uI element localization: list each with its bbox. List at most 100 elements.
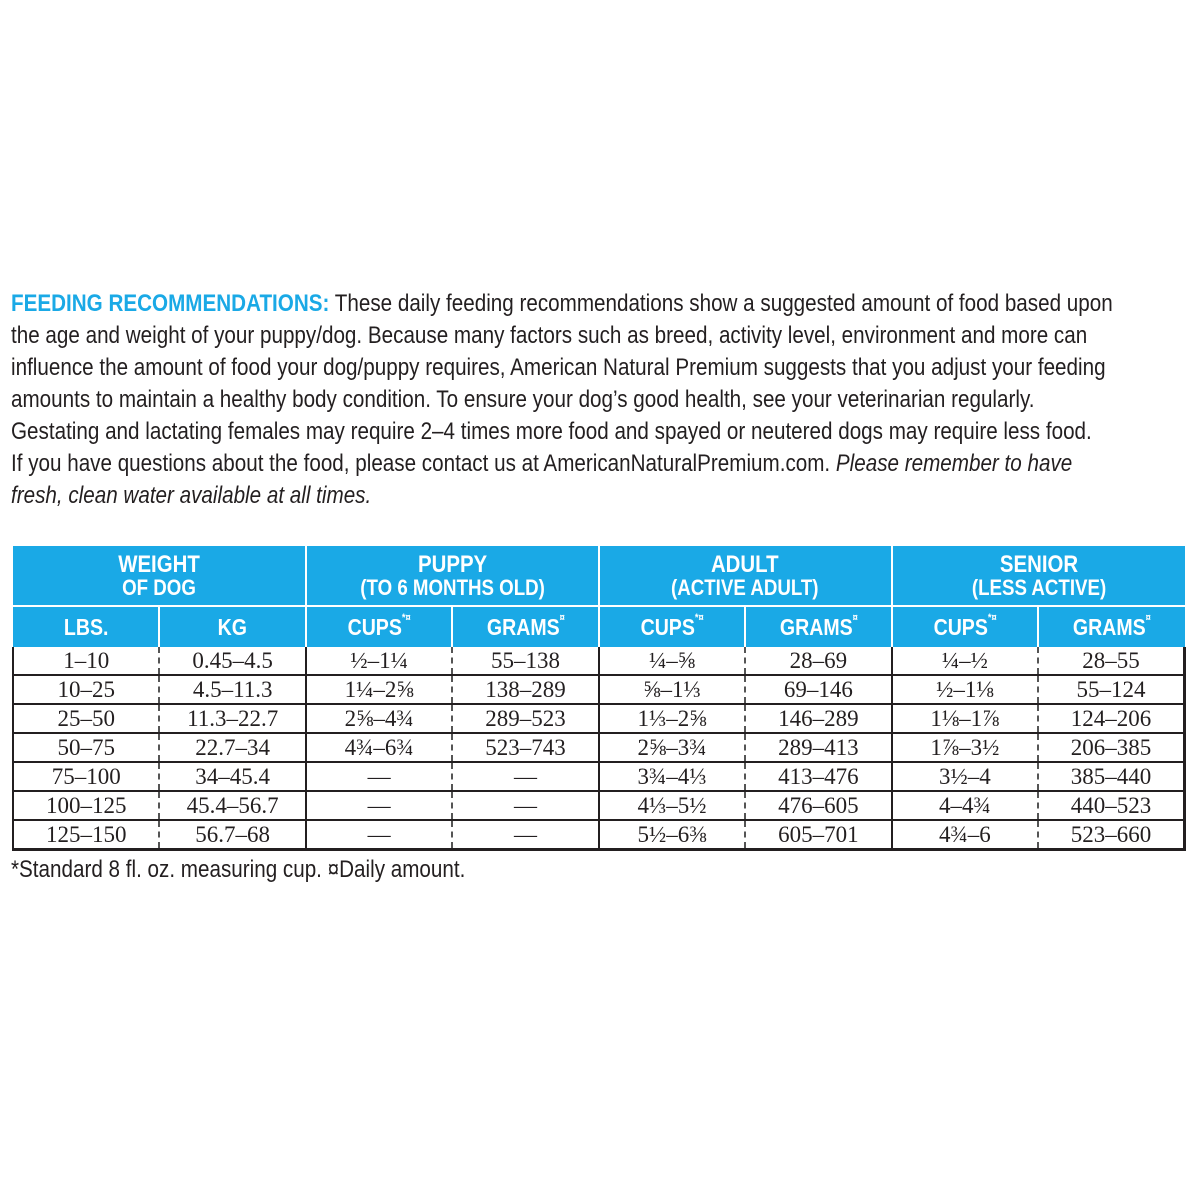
group-title: WEIGHT	[118, 550, 200, 578]
table-cell: ⅝–1⅓	[597, 675, 746, 705]
table-cell: —	[451, 762, 599, 792]
table-cell: 523–743	[451, 733, 599, 763]
table-cell: 2⅝–3¾	[597, 733, 746, 763]
table-cell: 56.7–68	[158, 820, 306, 851]
table-row: 125–150 56.7–68— —5½–6⅜ 605–701 4¾–6 523–660	[11, 820, 1187, 851]
table-cell: 4¾–6¾	[304, 733, 453, 763]
table-cell: 28–55	[1037, 647, 1187, 676]
group-subtitle: (LESS ACTIVE)	[971, 574, 1106, 600]
table-cell: 34–45.4	[158, 762, 306, 792]
intro-line: influence the amount of food your dog/pu…	[11, 354, 1106, 381]
table-cell: 206–385	[1037, 733, 1187, 763]
column-label: GRAMS	[486, 613, 560, 640]
column-label: KG	[217, 613, 248, 640]
table-cell: 55–138	[451, 647, 599, 676]
table-cell: 22.7–34	[158, 733, 306, 763]
grams-mark: ¤	[559, 611, 565, 624]
table-cell: 440–523	[1037, 791, 1187, 821]
table-cell: 55–124	[1037, 675, 1187, 705]
group-header: SENIOR (LESS ACTIVE)	[890, 546, 1185, 606]
grams-mark: ¤	[852, 611, 858, 624]
column-label: CUPS	[347, 613, 402, 640]
intro-line: Gestating and lactating females may requ…	[11, 418, 1092, 445]
table-cell: 289–413	[744, 733, 892, 763]
feeding-table: WEIGHT OF DOG PUPPY (TO 6 MONTHS OLD) ADULT(…	[11, 546, 1187, 851]
table-cell: 3½–4	[890, 762, 1039, 792]
table-cell: 476–605	[744, 791, 892, 821]
table-cell: 125–150	[11, 820, 160, 851]
table-cell: 69–146	[744, 675, 892, 705]
column-label: CUPS	[640, 613, 695, 640]
group-header: PUPPY (TO 6 MONTHS OLD)	[304, 546, 599, 606]
table-cell: 45.4–56.7	[158, 791, 306, 821]
table-cell: 1⅛–1⅞	[890, 704, 1039, 734]
table-row: 75–100 34–45.4— —3¾–4⅓ 413–476 3½–4 385–440	[11, 762, 1187, 792]
table-cell: —	[304, 820, 453, 851]
column-header: KG	[158, 605, 306, 647]
table-cell: ½–1⅛	[890, 675, 1039, 705]
feeding-recommendations-text: FEEDING RECOMMENDATIONS: These daily fee…	[11, 288, 1191, 512]
table-cell: 4.5–11.3	[158, 675, 306, 705]
group-header: WEIGHT OF DOG	[13, 546, 306, 606]
table-cell: 28–69	[744, 647, 892, 676]
table-cell: 100–125	[11, 791, 160, 821]
table-row: 100–125 45.4–56.7— —4⅓–5½ 476–605 4–4¾ 440–52…	[11, 791, 1187, 821]
table-cell: 1⅞–3½	[890, 733, 1039, 763]
table-cell: 124–206	[1037, 704, 1187, 734]
table-cell: 25–50	[11, 704, 160, 734]
group-subtitle: OF DOG	[122, 574, 196, 600]
cups-mark: *¤	[401, 611, 411, 624]
table-cell: 10–25	[11, 675, 160, 705]
intro-line: If you have questions about the food, pl…	[11, 450, 1073, 477]
column-header: LBS.	[13, 605, 160, 647]
column-label: LBS.	[63, 613, 108, 640]
column-label: GRAMS	[779, 613, 853, 640]
group-title: ADULT	[711, 550, 779, 578]
table-row: 25–50 11.3–22.7 2⅝–4¾ 289–523 1⅓–2⅝ 146–289 1⅛…	[11, 704, 1187, 734]
intro-line: amounts to maintain a healthy body condi…	[11, 386, 1035, 413]
table-cell: —	[451, 820, 599, 851]
table-cell: —	[451, 791, 599, 821]
column-header: CUPS*¤	[304, 605, 453, 647]
table-cell: 146–289	[744, 704, 892, 734]
column-header: GRAMS¤	[744, 605, 892, 647]
table-cell: —	[304, 762, 453, 792]
intro-line: FEEDING RECOMMENDATIONS: These daily fee…	[11, 290, 1113, 317]
table-cell: 4⅓–5½	[597, 791, 746, 821]
cups-mark: *¤	[694, 611, 704, 624]
intro-line: the age and weight of your puppy/dog. Be…	[11, 322, 1088, 349]
group-subtitle: (TO 6 MONTHS OLD)	[360, 574, 545, 600]
table-cell: ¼–⅝	[597, 647, 746, 676]
column-header: CUPS*¤	[597, 605, 746, 647]
intro-line: fresh, clean water available at all time…	[11, 482, 372, 509]
table-cell: 11.3–22.7	[158, 704, 306, 734]
table-row: 10–25 4.5–11.3 1¼–2⅝ 138–289 ⅝–1⅓ 69–146 ½–1⅛ 5…	[11, 675, 1187, 705]
table-cell: 4¾–6	[890, 820, 1039, 851]
table-cell: 1¼–2⅝	[304, 675, 453, 705]
table-cell: 138–289	[451, 675, 599, 705]
table-cell: 1–10	[11, 647, 160, 676]
table-row: 50–75 22.7–34 4¾–6¾ 523–743 2⅝–3¾ 289–413 1⅞–3…	[11, 733, 1187, 763]
table-cell: 605–701	[744, 820, 892, 851]
table-cell: ¼–½	[890, 647, 1039, 676]
intro-lead: FEEDING RECOMMENDATIONS:	[11, 290, 330, 317]
table-cell: 523–660	[1037, 820, 1187, 851]
column-label: GRAMS	[1072, 613, 1146, 640]
cups-mark: *¤	[987, 611, 997, 624]
group-subtitle: (ACTIVE ADULT)	[671, 574, 819, 600]
table-cell: 385–440	[1037, 762, 1187, 792]
column-header: CUPS*¤	[890, 605, 1039, 647]
column-header: GRAMS¤	[451, 605, 599, 647]
table-cell: —	[304, 791, 453, 821]
table-cell: 1⅓–2⅝	[597, 704, 746, 734]
table-cell: 413–476	[744, 762, 892, 792]
group-title: SENIOR	[999, 550, 1078, 578]
table-cell: 0.45–4.5	[158, 647, 306, 676]
table-cell: ½–1¼	[304, 647, 453, 676]
table-cell: 2⅝–4¾	[304, 704, 453, 734]
column-header: GRAMS¤	[1037, 605, 1185, 647]
footnote: *Standard 8 fl. oz. measuring cup. ¤Dail…	[11, 856, 466, 883]
table-cell: 75–100	[11, 762, 160, 792]
table-cell: 50–75	[11, 733, 160, 763]
column-label: CUPS	[933, 613, 988, 640]
